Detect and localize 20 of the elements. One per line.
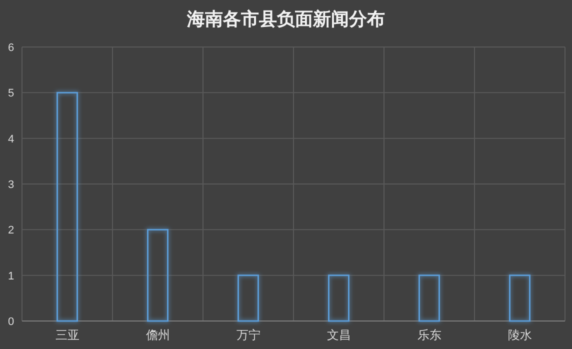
bar: [147, 228, 168, 322]
bar: [418, 274, 440, 322]
x-tick-label: 乐东: [417, 328, 442, 342]
bar: [238, 274, 259, 322]
y-tick-label: 6: [8, 42, 14, 54]
y-tick-label: 3: [8, 179, 14, 191]
x-tick-label: 儋州: [146, 328, 170, 342]
y-tick-label: 0: [8, 316, 14, 328]
chart-title: 海南各市县负面新闻分布: [186, 9, 385, 30]
x-tick-label: 万宁: [236, 328, 260, 342]
x-tick-label: 文昌: [326, 328, 351, 342]
y-tick-label: 4: [8, 133, 14, 146]
bar: [328, 274, 350, 322]
y-tick-label: 2: [8, 224, 14, 237]
y-tick-label: 5: [8, 88, 14, 100]
x-tick-label: 三亚: [55, 328, 80, 342]
bar: [509, 274, 530, 322]
x-tick-label: 陵水: [508, 328, 532, 342]
y-tick-label: 1: [8, 270, 14, 282]
bar: [56, 92, 78, 322]
